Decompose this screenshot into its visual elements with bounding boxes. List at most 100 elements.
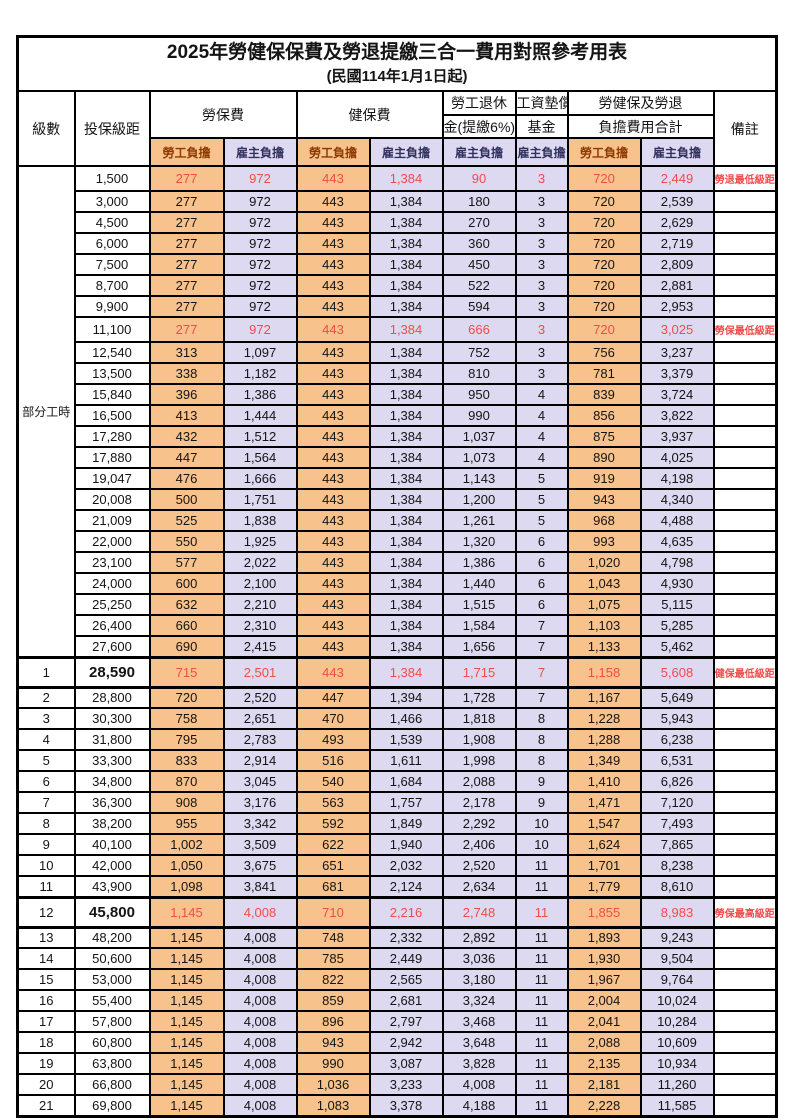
value-cell: 1,182 xyxy=(222,362,298,385)
value-cell: 3 xyxy=(514,253,569,276)
value-cell: 443 xyxy=(295,253,371,276)
value-cell: 1,384 xyxy=(368,509,444,532)
value-cell: 3 xyxy=(514,211,569,234)
value-cell: 10,934 xyxy=(639,1052,715,1075)
value-cell: 9,243 xyxy=(639,926,715,949)
value-cell: 2,942 xyxy=(368,1031,444,1054)
value-cell: 1,145 xyxy=(148,1031,225,1054)
value-cell: 720 xyxy=(566,232,642,255)
col-header-labor-insurance: 勞保費 xyxy=(148,90,298,139)
value-cell: 563 xyxy=(295,791,371,814)
value-cell: 1,384 xyxy=(368,341,444,364)
value-cell: 1,043 xyxy=(566,572,642,595)
value-cell: 443 xyxy=(295,488,371,511)
table-row: 18 60,800 1,145 4,008 943 2,942 3,648 11 2,088 10… xyxy=(16,1031,778,1054)
bracket-cell: 24,000 xyxy=(73,572,151,595)
value-cell: 6 xyxy=(514,593,569,616)
value-cell: 443 xyxy=(295,635,371,658)
value-cell: 2,892 xyxy=(441,926,517,949)
header-row-1: 級數 投保級距 勞保費 健保費 勞工退休 工資墊償 勞健保及勞退 備註 xyxy=(16,90,778,167)
value-cell: 720 xyxy=(566,253,642,276)
value-cell: 720 xyxy=(566,211,642,234)
col-header-total-line2: 負擔費用合計 xyxy=(566,114,715,139)
table-row: 16 55,400 1,145 4,008 859 2,681 3,324 11 2,004 10… xyxy=(16,989,778,1012)
table-row: 11,100 277 972 443 1,384 666 3 720 3,025 勞保最低級距 xyxy=(18,316,778,343)
value-cell: 11 xyxy=(514,1010,569,1033)
value-cell: 443 xyxy=(295,614,371,637)
level-cell: 13 xyxy=(16,926,76,949)
remark-cell xyxy=(712,1031,778,1054)
value-cell: 1,666 xyxy=(222,467,298,490)
value-cell: 1,200 xyxy=(441,488,517,511)
value-cell: 756 xyxy=(566,341,642,364)
value-cell: 7 xyxy=(514,635,569,658)
value-cell: 1,818 xyxy=(441,707,517,730)
level-cell: 9 xyxy=(16,833,76,856)
value-cell: 7 xyxy=(514,655,569,689)
value-cell: 2,520 xyxy=(222,686,298,709)
value-cell: 1,701 xyxy=(566,854,642,877)
bracket-cell: 45,800 xyxy=(73,895,151,929)
remark-cell xyxy=(712,854,778,877)
bracket-cell: 6,000 xyxy=(73,232,151,255)
remark-cell xyxy=(712,707,778,730)
remark-cell xyxy=(712,530,778,553)
remark-cell xyxy=(712,341,778,364)
level-cell: 12 xyxy=(16,895,76,929)
table-row: 20,008 500 1,751 443 1,384 1,200 5 943 4,340 xyxy=(18,488,778,511)
value-cell: 2,216 xyxy=(368,895,444,929)
remark-cell: 勞保最高級距 xyxy=(712,895,778,929)
remark-cell xyxy=(712,1010,778,1033)
value-cell: 1,143 xyxy=(441,467,517,490)
bracket-cell: 20,008 xyxy=(73,488,151,511)
bracket-cell: 28,590 xyxy=(73,655,151,689)
value-cell: 2,135 xyxy=(566,1052,642,1075)
table-row: 20 66,800 1,145 4,008 1,036 3,233 4,008 11 2,181… xyxy=(16,1073,778,1096)
value-cell: 1,384 xyxy=(368,446,444,469)
bracket-cell: 36,300 xyxy=(73,791,151,814)
value-cell: 622 xyxy=(295,833,371,856)
value-cell: 1,073 xyxy=(441,446,517,469)
table-row: 8 38,200 955 3,342 592 1,849 2,292 10 1,547 7,493 xyxy=(16,812,778,835)
bracket-cell: 23,100 xyxy=(73,551,151,574)
value-cell: 8 xyxy=(514,728,569,751)
table-row: 12,540 313 1,097 443 1,384 752 3 756 3,237 xyxy=(18,341,778,364)
value-cell: 2,310 xyxy=(222,614,298,637)
value-cell: 1,930 xyxy=(566,947,642,970)
value-cell: 908 xyxy=(148,791,225,814)
value-cell: 5 xyxy=(514,488,569,511)
value-cell: 1,384 xyxy=(368,572,444,595)
value-cell: 90 xyxy=(441,165,517,192)
value-cell: 7 xyxy=(514,686,569,709)
value-cell: 8 xyxy=(514,749,569,772)
value-cell: 1,656 xyxy=(441,635,517,658)
col-header-pension-line2: 金(提繳6%) xyxy=(441,114,517,139)
value-cell: 4,008 xyxy=(441,1073,517,1096)
value-cell: 4,008 xyxy=(222,895,298,929)
value-cell: 8,983 xyxy=(639,895,715,929)
col-header-wage-fund-line1: 工資墊償 xyxy=(514,90,569,116)
value-cell: 1,145 xyxy=(148,989,225,1012)
value-cell: 943 xyxy=(295,1031,371,1054)
bracket-cell: 48,200 xyxy=(73,926,151,949)
value-cell: 443 xyxy=(295,341,371,364)
value-cell: 516 xyxy=(295,749,371,772)
remark-cell xyxy=(712,1094,778,1117)
value-cell: 4,635 xyxy=(639,530,715,553)
value-cell: 447 xyxy=(295,686,371,709)
value-cell: 4,188 xyxy=(441,1094,517,1117)
bracket-cell: 21,009 xyxy=(73,509,151,532)
level-cell: 21 xyxy=(16,1094,76,1117)
bracket-cell: 3,000 xyxy=(73,190,151,213)
bracket-cell: 63,800 xyxy=(73,1052,151,1075)
remark-cell xyxy=(712,425,778,448)
value-cell: 839 xyxy=(566,383,642,406)
value-cell: 720 xyxy=(566,274,642,297)
subheader-wage-fund-employer: 雇主負擔 xyxy=(514,137,569,167)
value-cell: 666 xyxy=(441,316,517,343)
value-cell: 972 xyxy=(222,190,298,213)
value-cell: 870 xyxy=(148,770,225,793)
value-cell: 2,748 xyxy=(441,895,517,929)
value-cell: 856 xyxy=(566,404,642,427)
bracket-cell: 50,600 xyxy=(73,947,151,970)
